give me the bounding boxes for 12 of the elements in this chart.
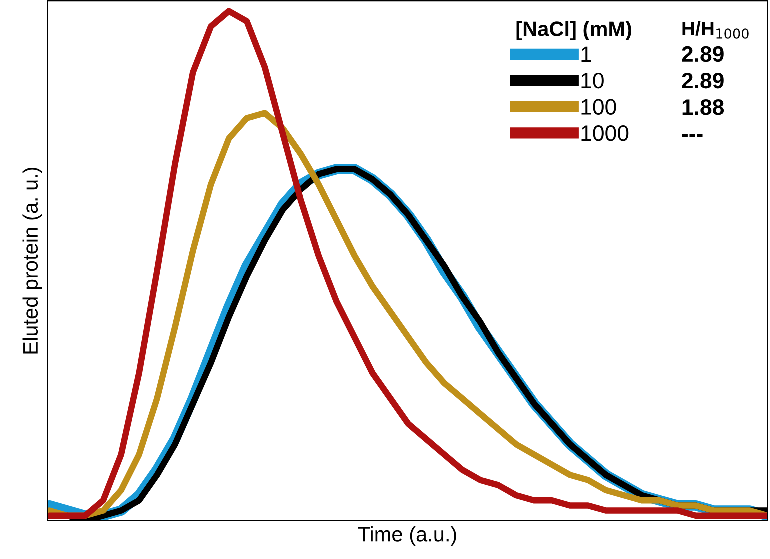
legend-title: [NaCl] (mM) bbox=[516, 21, 632, 41]
legend-label: 1 bbox=[582, 46, 592, 62]
annotation: 2.89 bbox=[682, 46, 724, 62]
annotation: 2.89 bbox=[682, 72, 724, 89]
legend-label: 100 bbox=[582, 99, 616, 115]
x-axis-title: Time (a.u.) bbox=[358, 526, 456, 546]
y-axis-title: Eluted protein (a. u.) bbox=[22, 168, 42, 354]
annotation: --- bbox=[682, 134, 703, 138]
legend-label: 1000 bbox=[582, 125, 629, 142]
annotation: 1.88 bbox=[682, 100, 724, 116]
legend-label: 10 bbox=[582, 72, 604, 89]
annotation: H/H$_{1000}$ bbox=[682, 21, 749, 39]
